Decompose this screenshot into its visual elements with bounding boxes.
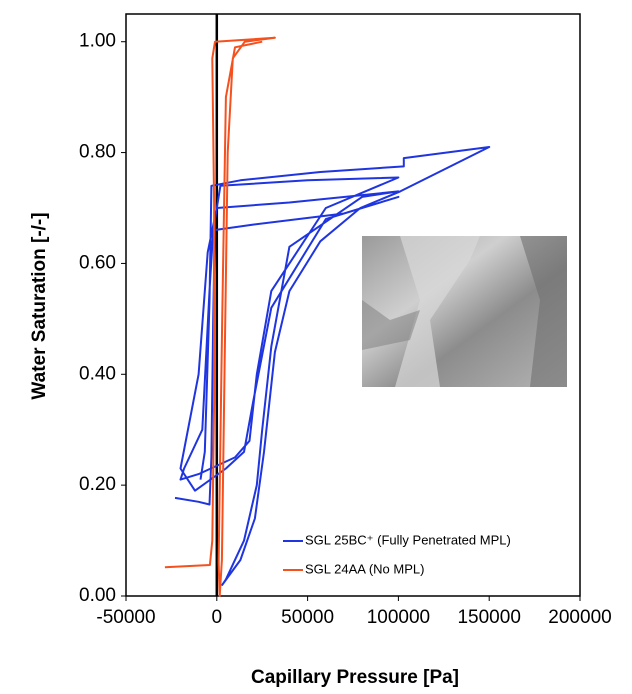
y-tick-label: 1.00 [79, 31, 116, 52]
legend-label: SGL 24AA (No MPL) [305, 561, 424, 576]
x-tick-label: 200000 [548, 607, 611, 628]
x-tick-label: 150000 [457, 607, 520, 628]
legend-label: SGL 25BC⁺ (Fully Penetrated MPL) [305, 532, 511, 547]
series-line [174, 146, 491, 586]
x-axis-title: Capillary Pressure [Pa] [251, 667, 459, 688]
y-axis-title: Water Saturation [-/-] [29, 212, 50, 399]
series-line [164, 36, 276, 597]
y-tick-label: 0.00 [79, 585, 116, 606]
y-tick-label: 0.60 [79, 252, 116, 273]
plot-frame [125, 13, 581, 597]
x-tick-label: -50000 [96, 607, 155, 628]
x-tick-label: 50000 [281, 607, 334, 628]
inset-image [362, 236, 567, 387]
y-tick-label: 0.20 [79, 474, 116, 495]
x-tick-label: 100000 [367, 607, 430, 628]
y-tick-label: 0.40 [79, 363, 116, 384]
y-tick-label: 0.80 [79, 142, 116, 163]
x-tick-label: 0 [212, 607, 223, 628]
